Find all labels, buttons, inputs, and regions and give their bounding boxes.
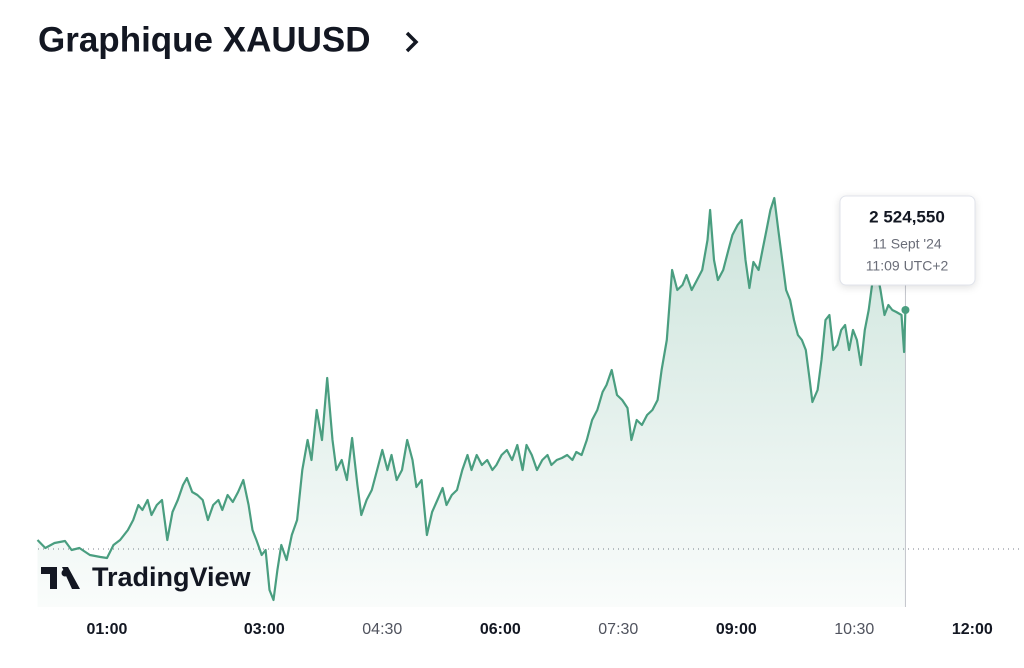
tradingview-logo[interactable]: TradingView <box>41 562 252 592</box>
chevron-icon[interactable] <box>405 31 419 53</box>
logo-icon <box>41 567 80 589</box>
x-tick-label: 06:00 <box>480 621 521 638</box>
x-tick-label: 07:30 <box>598 621 638 638</box>
x-tick-label: 09:00 <box>716 621 757 638</box>
logo-text: TradingView <box>92 562 252 592</box>
line <box>36 196 907 602</box>
x-tick-label: 10:30 <box>834 621 874 638</box>
x-tick-label: 04:30 <box>362 621 402 638</box>
tooltip-date: 11 Sept '24 <box>872 236 942 252</box>
area <box>37 198 906 607</box>
x-tick-label: 12:00 <box>952 621 993 638</box>
x-tick-label: 01:00 <box>87 621 128 638</box>
logo-dot <box>61 569 69 577</box>
tooltip-box <box>839 195 976 286</box>
chart-title[interactable]: Graphique XAUUSD <box>38 20 371 59</box>
tooltip-time: 11:09 UTC+2 <box>866 258 949 274</box>
x-tick-label: 03:00 <box>244 621 285 638</box>
tooltip-value: 2 524,550 <box>869 207 945 226</box>
tooltip: 2 524,550 11 Sept '24 11:09 UTC+2 <box>839 195 976 286</box>
last-point <box>901 306 910 314</box>
